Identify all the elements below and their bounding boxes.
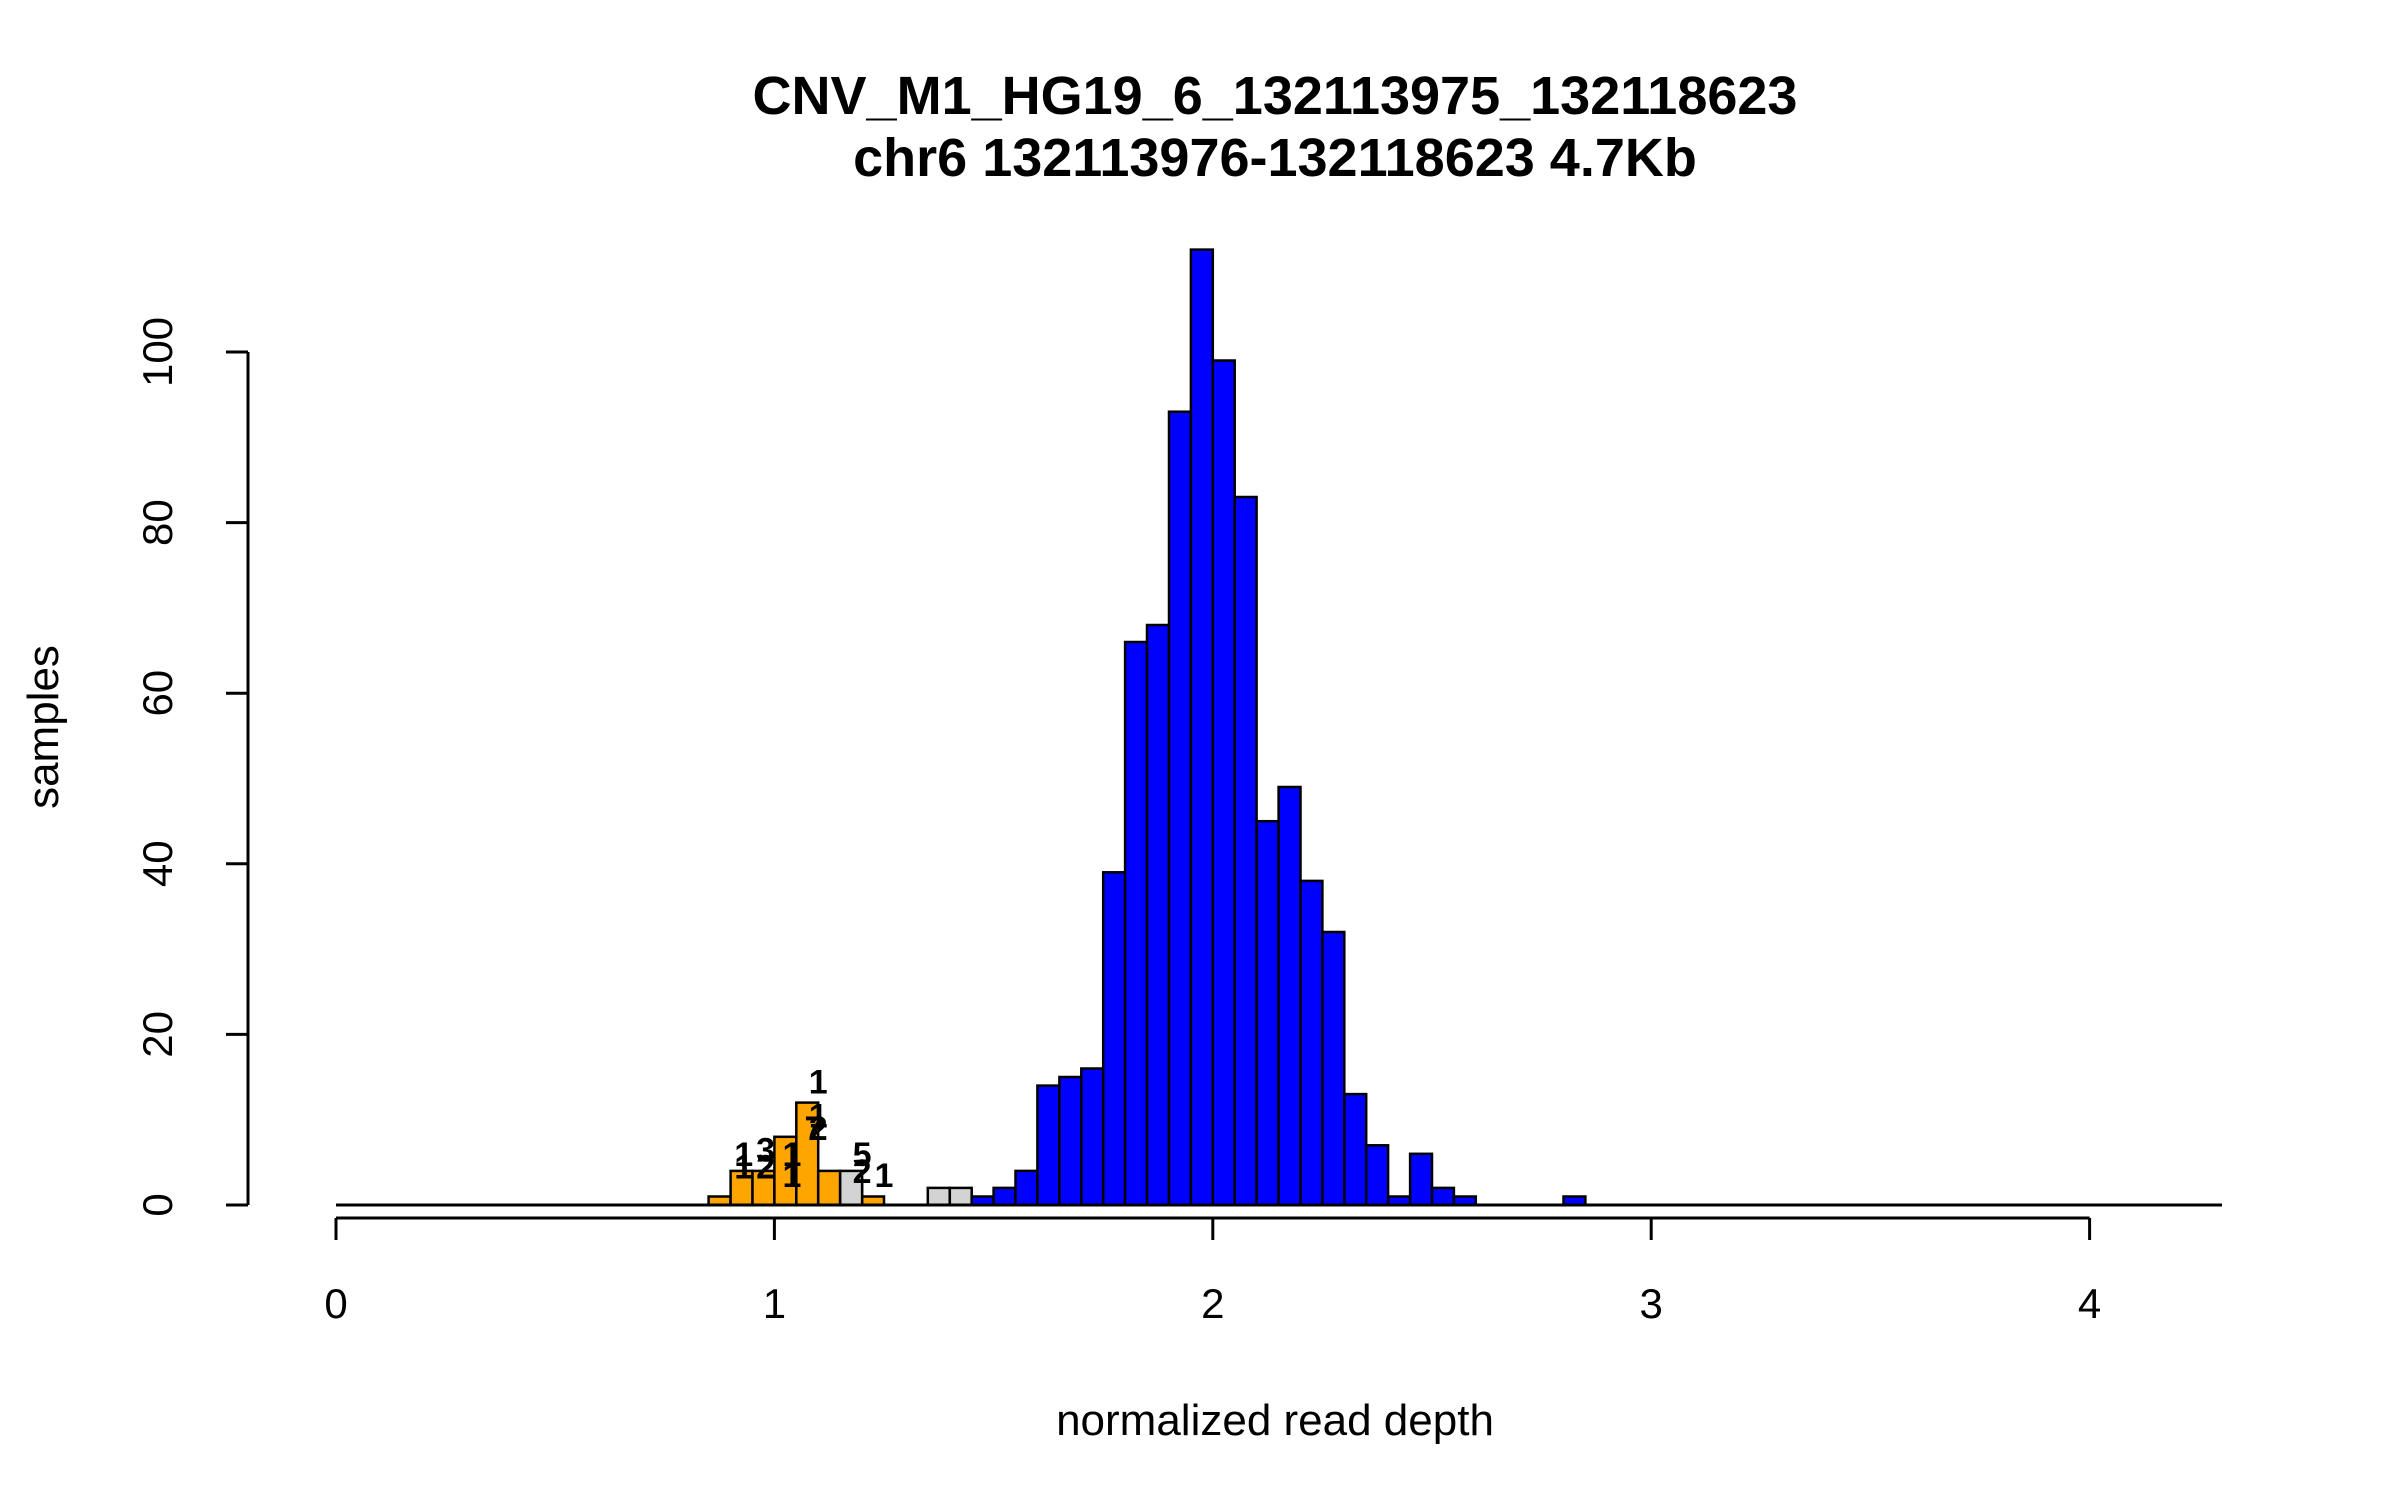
histogram-bar xyxy=(1101,871,1127,1207)
histogram-bar xyxy=(1430,1186,1456,1207)
y-tick-label: 40 xyxy=(134,840,181,887)
y-tick-label: 80 xyxy=(134,499,181,546)
y-tick-label: 60 xyxy=(134,670,181,717)
histogram-bar xyxy=(992,1186,1017,1207)
histogram-bar xyxy=(1321,930,1346,1207)
y-tick-label: 20 xyxy=(134,1011,181,1058)
chart-subtitle: chr6 132113976-132118623 4.7Kb xyxy=(853,128,1697,188)
histogram-bar xyxy=(1299,879,1324,1207)
histogram-bar xyxy=(1058,1075,1083,1207)
count-annotation: 3 xyxy=(756,1132,775,1170)
x-tick-label: 0 xyxy=(324,1280,347,1327)
histogram-bar xyxy=(1080,1067,1105,1207)
histogram-bar xyxy=(1036,1084,1061,1207)
histogram-bar xyxy=(1343,1092,1368,1207)
count-annotation: 5 xyxy=(853,1136,872,1174)
x-tick-label: 3 xyxy=(1640,1280,1663,1327)
histogram-bar xyxy=(1189,248,1215,1207)
count-annotation: 1 xyxy=(782,1136,801,1174)
count-annotation: 1 xyxy=(809,1097,828,1135)
count-annotation: 2 xyxy=(756,1149,775,1187)
y-axis-label: samples xyxy=(19,645,68,809)
count-annotation: 1 xyxy=(875,1157,894,1195)
y-tick-label: 100 xyxy=(134,317,181,387)
count-annotation: 1 xyxy=(809,1063,828,1101)
count-annotation: 2 xyxy=(809,1110,828,1148)
histogram-bar xyxy=(1123,640,1149,1207)
count-annotation: 2 xyxy=(853,1153,872,1191)
histogram-bar xyxy=(1408,1152,1434,1207)
histogram-bars xyxy=(707,248,1587,1207)
chart-title: CNV_M1_HG19_6_132113975_132118623 xyxy=(753,66,1798,126)
histogram-bar xyxy=(1233,495,1258,1207)
histogram-bar xyxy=(1014,1169,1039,1207)
histogram-bar xyxy=(948,1186,973,1207)
histogram-bar xyxy=(1255,819,1280,1207)
x-tick-label: 4 xyxy=(2078,1280,2101,1327)
x-tick-label: 2 xyxy=(1201,1280,1224,1327)
x-axis-label: normalized read depth xyxy=(1056,1396,1494,1445)
histogram-bar xyxy=(1145,623,1171,1207)
y-tick-label: 0 xyxy=(134,1193,181,1216)
y-axis: 0 20 40 60 80 100 xyxy=(134,317,250,1217)
histogram-bar xyxy=(1364,1144,1390,1207)
count-annotation: 1 xyxy=(734,1149,753,1187)
histogram-bar xyxy=(1211,359,1236,1207)
count-annotation: 1 xyxy=(782,1157,801,1195)
histogram-bar xyxy=(816,1169,842,1207)
count-annotation: 7 xyxy=(804,1110,823,1148)
histogram-bar xyxy=(1167,410,1193,1207)
x-tick-label: 1 xyxy=(763,1280,786,1327)
count-annotation: 1 xyxy=(734,1136,753,1174)
x-axis: 0 1 2 3 4 xyxy=(324,1216,2101,1327)
histogram-bar xyxy=(926,1186,951,1207)
histogram-bar xyxy=(1277,785,1302,1207)
